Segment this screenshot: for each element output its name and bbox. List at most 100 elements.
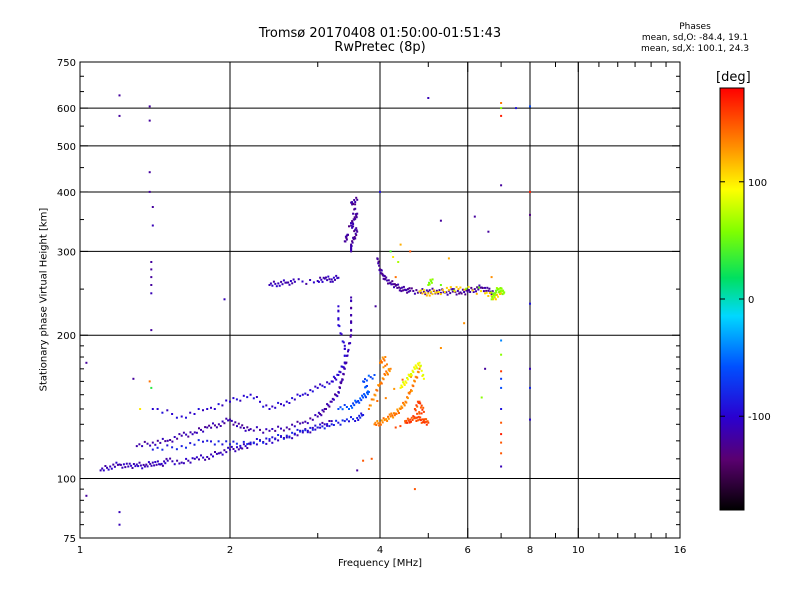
data-point <box>340 333 343 336</box>
data-point <box>284 281 287 284</box>
data-point <box>291 423 294 426</box>
data-point <box>271 441 274 444</box>
data-point <box>160 462 163 465</box>
data-point <box>206 439 209 442</box>
data-point <box>413 488 416 491</box>
data-point <box>197 439 200 442</box>
data-point <box>299 394 302 397</box>
data-point <box>242 440 245 443</box>
data-point <box>280 435 282 438</box>
data-point <box>425 420 428 423</box>
data-point <box>180 445 183 448</box>
data-point <box>341 419 344 422</box>
data-point <box>388 370 391 373</box>
data-point <box>350 416 352 419</box>
data-point <box>379 361 381 364</box>
data-point <box>403 384 406 386</box>
data-point <box>435 291 438 294</box>
data-point <box>343 347 346 350</box>
data-point <box>393 286 395 289</box>
data-point <box>351 221 354 224</box>
data-point <box>497 295 499 298</box>
data-point <box>332 424 335 426</box>
data-point <box>449 286 452 289</box>
data-point <box>151 206 154 208</box>
data-point <box>439 219 442 222</box>
data-point <box>296 428 299 431</box>
data-point <box>420 412 423 415</box>
data-point <box>285 426 288 429</box>
data-point <box>408 287 411 290</box>
data-point <box>187 459 190 462</box>
data-point <box>239 426 242 429</box>
data-point <box>387 368 390 371</box>
data-point <box>475 290 477 293</box>
data-point <box>187 435 190 438</box>
data-point <box>341 365 344 368</box>
data-point <box>148 171 151 174</box>
data-point <box>422 420 425 423</box>
data-point <box>135 445 138 448</box>
data-point <box>484 367 487 370</box>
data-point <box>306 431 309 434</box>
data-point <box>477 286 480 289</box>
data-point <box>334 393 336 396</box>
data-point <box>477 288 480 291</box>
data-point <box>223 422 226 425</box>
data-point <box>337 276 340 279</box>
data-point <box>309 417 312 420</box>
data-point <box>399 425 402 428</box>
data-point <box>379 359 382 362</box>
data-point <box>404 380 407 383</box>
data-point <box>176 459 179 462</box>
data-point <box>422 418 425 421</box>
data-point <box>331 380 334 383</box>
data-point <box>325 408 327 410</box>
data-point <box>355 216 358 219</box>
data-point <box>234 421 237 424</box>
data-point <box>328 382 331 385</box>
data-point <box>217 423 220 426</box>
data-point <box>241 447 244 450</box>
data-point <box>189 411 192 414</box>
data-point <box>421 375 424 377</box>
data-point <box>419 364 422 367</box>
data-point <box>383 359 386 362</box>
data-point <box>280 427 282 430</box>
data-point <box>239 399 242 402</box>
data-point <box>357 419 360 421</box>
data-point <box>352 418 355 421</box>
data-point <box>356 230 359 233</box>
data-point <box>309 389 312 392</box>
data-point <box>265 442 268 445</box>
data-point <box>326 424 329 427</box>
data-point <box>265 437 268 440</box>
data-point <box>406 378 409 381</box>
data-point <box>386 420 389 422</box>
data-point <box>394 426 397 429</box>
data-point <box>288 436 291 439</box>
data-point <box>397 283 400 286</box>
data-point <box>227 446 230 449</box>
data-point <box>360 399 363 402</box>
data-point <box>417 401 420 404</box>
data-point <box>204 426 207 429</box>
data-point <box>445 291 448 294</box>
data-point <box>362 396 365 399</box>
data-point <box>463 322 466 325</box>
data-point <box>414 409 417 412</box>
data-point <box>492 292 495 295</box>
data-point <box>389 367 392 370</box>
data-point <box>150 386 153 389</box>
data-point <box>334 278 336 281</box>
data-point <box>146 442 149 445</box>
data-point <box>410 287 413 290</box>
data-point <box>470 286 473 289</box>
data-point <box>247 442 250 445</box>
data-point <box>262 431 265 434</box>
data-point <box>329 280 332 283</box>
data-point <box>400 384 403 387</box>
data-point <box>330 420 333 423</box>
data-point <box>490 276 493 279</box>
data-point <box>387 279 390 282</box>
